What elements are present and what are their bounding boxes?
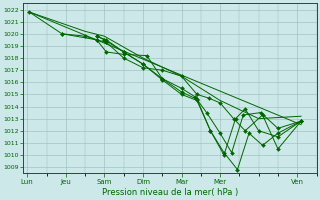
X-axis label: Pression niveau de la mer( hPa ): Pression niveau de la mer( hPa ) [102, 188, 238, 197]
